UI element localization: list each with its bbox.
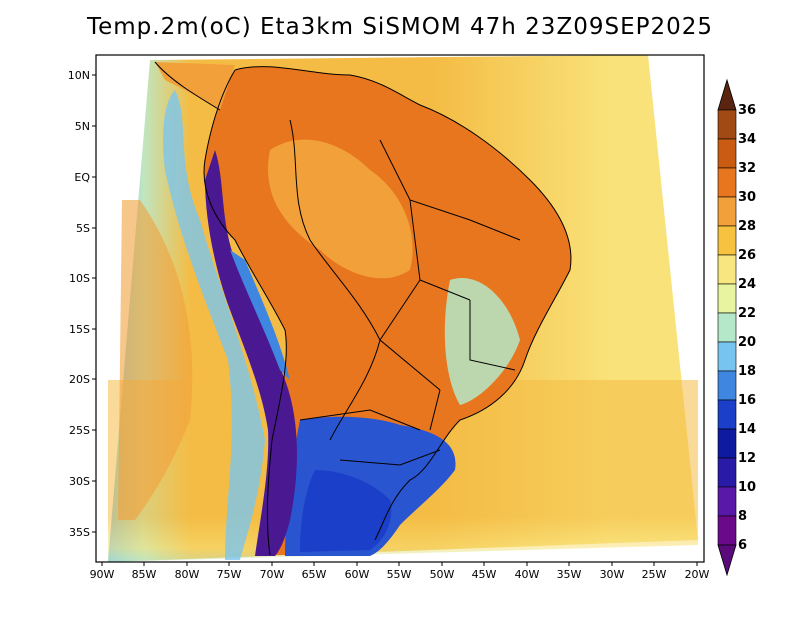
x-tick-label: 25W — [642, 568, 667, 581]
x-tick-label: 55W — [387, 568, 412, 581]
y-tick-label: 35S — [69, 526, 90, 539]
colorbar-box — [717, 225, 737, 256]
x-axis — [101, 562, 698, 566]
y-tick-label: 5N — [75, 120, 90, 133]
colorbar-label: 8 — [738, 509, 747, 524]
y-tick-label: EQ — [74, 171, 90, 184]
colorbar-label: 36 — [738, 103, 756, 118]
colorbar-box — [717, 312, 737, 343]
y-axis — [92, 74, 96, 533]
coastal-cool-strip — [163, 90, 265, 560]
x-axis-labels: 90W 85W 80W 75W 70W 65W 60W 55W 50W 45W … — [90, 568, 710, 581]
colorbar-label: 24 — [738, 277, 756, 292]
y-tick-label: 10N — [68, 69, 90, 82]
colorbar-box — [717, 428, 737, 459]
southern-borders — [299, 409, 441, 466]
colorbar-box — [717, 138, 737, 169]
y-tick-label: 30S — [69, 475, 90, 488]
south-cooler-core — [300, 470, 392, 552]
colorbar-label: 16 — [738, 393, 756, 408]
colorbar-top-arrow — [717, 78, 737, 111]
x-tick-label: 20W — [685, 568, 710, 581]
colorbar-labels: 36 34 32 30 28 26 24 22 20 18 16 14 12 1… — [738, 103, 756, 553]
x-tick-label: 80W — [175, 568, 200, 581]
y-tick-label: 5S — [76, 222, 90, 235]
colorbar-label: 28 — [738, 219, 756, 234]
plot-frame — [95, 54, 705, 563]
political-boundaries — [154, 61, 572, 556]
colorbar-box — [717, 457, 737, 488]
colorbar-box — [717, 399, 737, 430]
colorbar-box — [717, 486, 737, 517]
x-tick-label: 75W — [217, 568, 242, 581]
brazil-states — [379, 139, 521, 431]
x-tick-label: 40W — [515, 568, 540, 581]
andes-cool-edge — [230, 250, 290, 380]
central-america-land — [155, 62, 235, 110]
colorbar-label: 34 — [738, 132, 756, 147]
map-title: Temp.2m(oC) Eta3km SiSMOM 47h 23Z09SEP20… — [86, 14, 714, 40]
temperature-field — [108, 55, 698, 562]
colorbar-box — [717, 283, 737, 314]
x-tick-label: 50W — [430, 568, 455, 581]
colorbar-box — [717, 254, 737, 285]
amazon-warm-region — [268, 139, 413, 279]
colorbar-label: 18 — [738, 364, 756, 379]
central-america-coast — [154, 61, 221, 111]
y-tick-label: 10S — [69, 272, 90, 285]
colorbar-bottom-arrow — [717, 544, 737, 577]
colorbar-box — [717, 370, 737, 401]
x-tick-label: 45W — [472, 568, 497, 581]
colorbar-box — [717, 515, 737, 546]
y-tick-label: 15S — [69, 323, 90, 336]
colorbar-label: 22 — [738, 306, 756, 321]
x-tick-label: 65W — [302, 568, 327, 581]
colorbar-label: 14 — [738, 422, 756, 437]
colorbar-box — [717, 196, 737, 227]
colorbar-box — [717, 109, 737, 140]
x-tick-label: 35W — [557, 568, 582, 581]
coastline — [234, 66, 572, 541]
y-axis-labels: 10N 5N EQ 5S 10S 15S 20S 25S 30S 35S — [68, 69, 91, 539]
x-tick-label: 30W — [600, 568, 625, 581]
x-tick-label: 90W — [90, 568, 115, 581]
x-tick-label: 85W — [132, 568, 157, 581]
pacific-warm-pool — [118, 200, 193, 520]
x-tick-label: 70W — [260, 568, 285, 581]
colorbar-label: 32 — [738, 161, 756, 176]
colorbar-box — [717, 341, 737, 372]
colorbar-label: 12 — [738, 451, 756, 466]
x-tick-label: 60W — [345, 568, 370, 581]
colorbar: 36 34 32 30 28 26 24 22 20 18 16 14 12 1… — [717, 78, 756, 577]
colorbar-box — [717, 167, 737, 198]
y-tick-label: 20S — [69, 373, 90, 386]
brazil-west-border — [289, 119, 381, 441]
colorbar-label: 10 — [738, 480, 756, 495]
y-tick-label: 25S — [69, 424, 90, 437]
andes-cold — [205, 150, 297, 556]
colorbar-label: 30 — [738, 190, 756, 205]
colorbar-boxes — [717, 109, 737, 546]
colorbar-label: 20 — [738, 335, 756, 350]
colorbar-label: 26 — [738, 248, 756, 263]
western-coastline — [203, 69, 287, 556]
east-brazil-mild — [444, 278, 520, 405]
colorbar-label: 6 — [738, 538, 747, 553]
